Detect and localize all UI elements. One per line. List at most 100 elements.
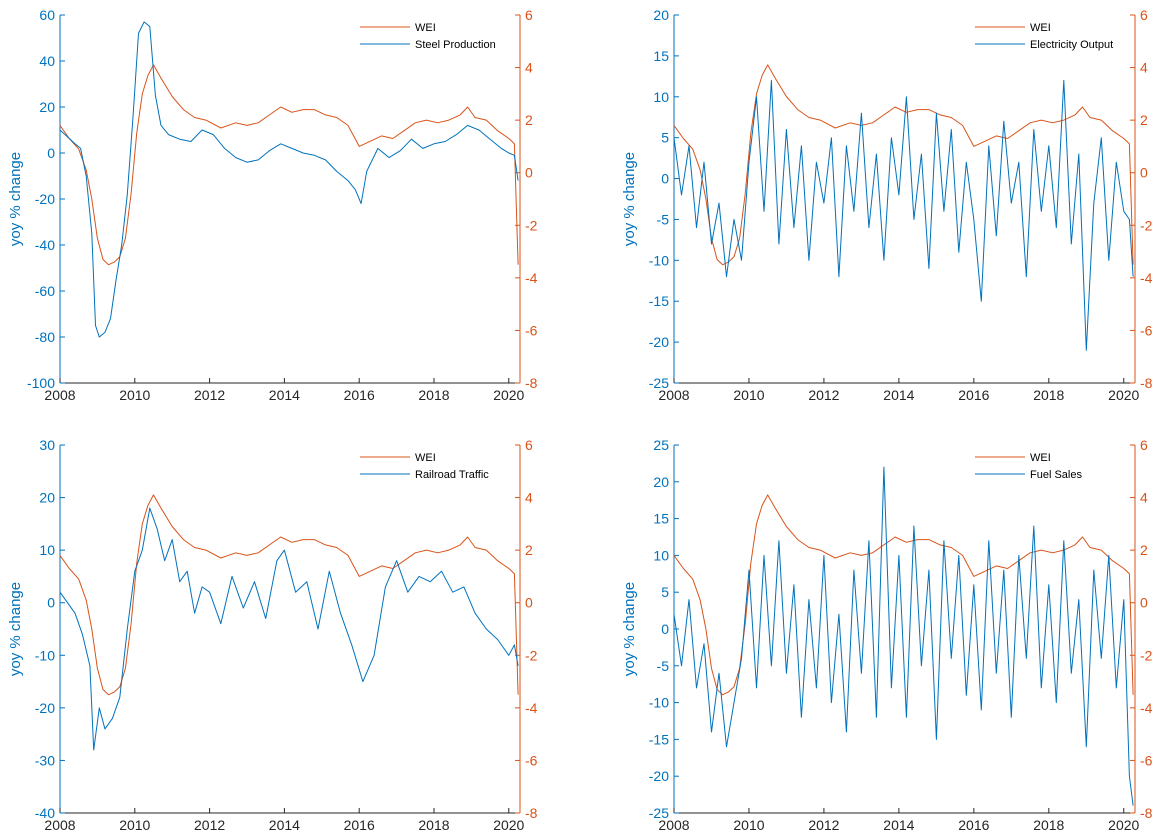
y-tick-label-left: 60 [39,7,55,23]
x-tick-label: 2018 [418,817,449,833]
y-tick-label-left: -15 [649,731,669,747]
x-tick-label: 2014 [269,817,300,833]
y-tick-label-left: -5 [657,658,670,674]
y-axis-label: yoy % change [621,152,638,246]
y-tick-label-left: -40 [35,805,55,821]
y-tick-label-left: 0 [47,145,55,161]
legend-entry: Railroad Traffic [415,469,489,481]
y-tick-label-right: -6 [1140,752,1153,768]
y-tick-label-left: -20 [35,700,55,716]
x-tick-label: 2018 [1033,817,1064,833]
y-axis-label: yoy % change [621,582,638,676]
y-tick-label-left: -15 [649,293,669,309]
y-tick-label-left: -25 [649,375,669,391]
x-tick-label: 2016 [344,387,375,403]
x-tick-label: 2016 [958,387,989,403]
x-tick-label: 2016 [958,817,989,833]
y-tick-label-left: -25 [649,805,669,821]
series-line-fuel-sales [673,466,1134,806]
series-line-steel-production [59,21,519,338]
y-tick-label-left: 0 [47,595,55,611]
y-tick-label-right: 6 [1140,7,1148,23]
y-tick-label-left: 10 [653,89,669,105]
x-tick-label: 2012 [194,817,225,833]
legend-entry: WEI [1030,22,1051,34]
y-tick-label-right: -4 [1140,270,1153,286]
x-tick-label: 2008 [658,817,689,833]
y-tick-label-left: 20 [39,490,55,506]
y-tick-label-left: 20 [653,7,669,23]
legend-entry: Steel Production [415,39,496,51]
y-tick-label-left: 40 [39,53,55,69]
legend-entry: Electricity Output [1030,39,1113,51]
x-tick-label: 2016 [344,817,375,833]
y-tick-label-left: -5 [657,211,670,227]
x-tick-label: 2018 [1033,387,1064,403]
y-tick-label-right: 2 [525,112,533,128]
y-tick-label-right: 2 [525,542,533,558]
y-tick-label-left: 10 [39,542,55,558]
series-line-railroad-traffic [59,507,519,751]
y-tick-label-left: 0 [661,171,669,187]
y-tick-label-left: 5 [661,130,669,146]
x-tick-label: 2020 [493,817,524,833]
x-tick-label: 2008 [44,817,75,833]
x-tick-label: 2014 [883,387,914,403]
y-tick-label-left: 15 [653,48,669,64]
y-tick-label-right: -6 [525,322,538,338]
series-line-wei [59,64,519,266]
y-axis-label: yoy % change [7,582,24,676]
x-tick-label: 2012 [808,817,839,833]
y-tick-label-right: 2 [1140,542,1148,558]
x-tick-label: 2020 [1108,387,1139,403]
y-tick-label-right: 6 [525,437,533,453]
x-tick-label: 2010 [733,387,764,403]
y-tick-label-right: -8 [1140,375,1153,391]
x-tick-label: 2020 [493,387,524,403]
y-tick-label-left: -60 [35,283,55,299]
y-tick-label-left: -30 [35,752,55,768]
y-tick-label-right: 4 [525,490,533,506]
y-tick-label-right: -4 [1140,700,1153,716]
x-tick-label: 2010 [733,817,764,833]
series-line-electricity-output [673,79,1134,351]
x-tick-label: 2008 [44,387,75,403]
legend-entry: WEI [415,452,436,464]
legend-entry: Fuel Sales [1030,469,1082,481]
y-axis-label: yoy % change [7,152,24,246]
x-tick-label: 2014 [883,817,914,833]
y-tick-label-right: -2 [1140,647,1153,663]
series-line-wei [673,494,1134,696]
chart-panel-4: 2008 2010 2012 2014 2016 2018 2020-25-20-15-10… [621,437,1153,833]
y-tick-label-left: 30 [39,437,55,453]
x-tick-label: 2010 [119,387,150,403]
y-tick-label-right: -6 [525,752,538,768]
y-tick-label-right: -2 [1140,217,1153,233]
y-tick-label-left: -20 [649,334,669,350]
y-tick-label-left: 20 [39,99,55,115]
x-tick-label: 2008 [658,387,689,403]
y-tick-label-right: 0 [1140,595,1148,611]
y-tick-label-left: 0 [661,621,669,637]
y-tick-label-right: 4 [1140,60,1148,76]
y-tick-label-left: -40 [35,237,55,253]
y-tick-label-right: 0 [525,165,533,181]
y-tick-label-left: -10 [649,252,669,268]
y-tick-label-right: -2 [525,647,538,663]
y-tick-label-left: 15 [653,511,669,527]
y-tick-label-right: -2 [525,217,538,233]
y-tick-label-right: 2 [1140,112,1148,128]
y-tick-label-right: 0 [1140,165,1148,181]
series-line-wei [59,494,519,696]
y-tick-label-right: 0 [525,595,533,611]
chart-panel-2: 2008 2010 2012 2014 2016 2018 2020-25-20-15-10… [621,7,1153,403]
y-tick-label-right: -8 [525,375,538,391]
y-tick-label-left: -10 [35,647,55,663]
y-tick-label-left: 25 [653,437,669,453]
y-tick-label-left: 10 [653,547,669,563]
y-tick-label-right: 4 [525,60,533,76]
legend-entry: WEI [1030,452,1051,464]
chart-panel-3: 2008 2010 2012 2014 2016 2018 2020-40-30-20-10… [7,437,538,833]
x-tick-label: 2012 [808,387,839,403]
